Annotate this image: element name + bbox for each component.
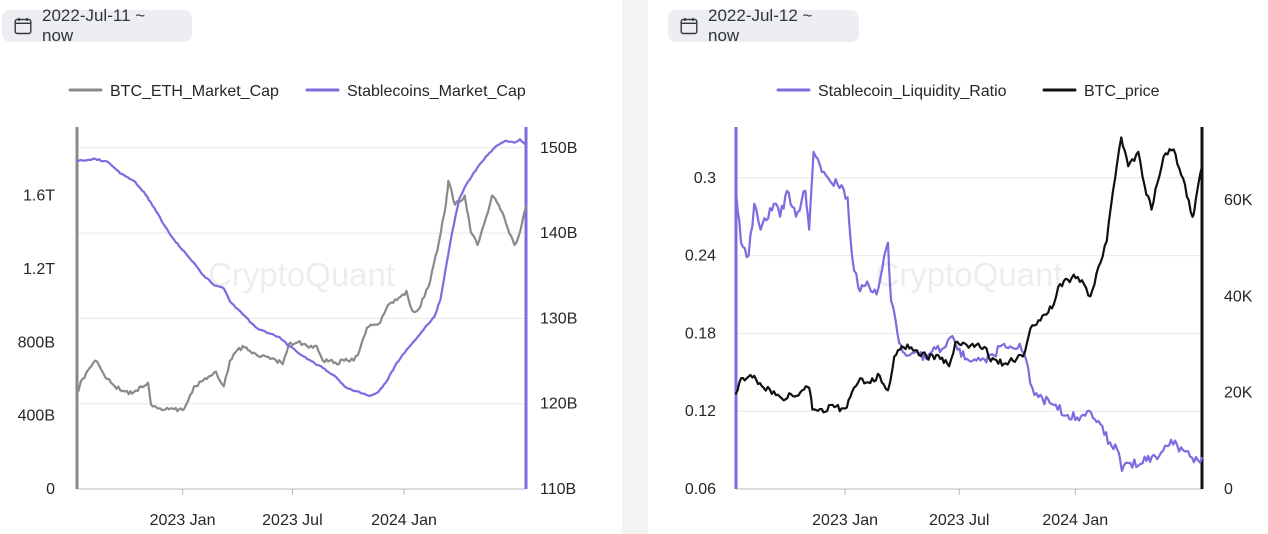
liquidity-left-tick-3: 0.24 [685,248,716,265]
market-cap-left-tick-2: 800B [18,334,55,351]
date-range-button-market-cap[interactable]: 2022-Jul-11 ~ now [2,6,192,45]
market-cap-series-BTC_ETH_Market_Cap [75,179,528,413]
calendar-icon [14,17,32,35]
liquidity-gridlines [736,177,1202,490]
liquidity-series-BTC_price [734,136,1204,414]
market-cap-legend-item-0[interactable]: BTC_ETH_Market_Cap [68,83,279,100]
liquidity-legend: Stablecoin_Liquidity_Ratio BTC_price [776,83,1160,100]
market-cap-series-Stablecoins_Market_Cap [75,138,528,398]
liquidity-legend-label-0: Stablecoin_Liquidity_Ratio [818,83,1007,100]
market-cap-right-tick-3: 140B [540,225,577,242]
market-cap-right-tick-4: 150B [540,140,577,157]
liquidity-x-tick-0: 2023 Jan [812,512,878,529]
liquidity-right-tick-0: 0 [1224,481,1233,498]
market-cap-legend: BTC_ETH_Market_Cap Stablecoins_Market_Cap [68,83,526,100]
chart-panel-market-cap: 2022-Jul-11 ~ now CryptoQuant 0 400B 800B 1.… [0,0,622,534]
liquidity-left-tick-4: 0.3 [694,170,716,187]
market-cap-x-tick-0: 2023 Jan [150,512,216,529]
market-cap-right-tick-1: 120B [540,396,577,413]
date-range-button-liquidity[interactable]: 2022-Jul-12 ~ now [668,6,859,45]
market-cap-legend-item-1[interactable]: Stablecoins_Market_Cap [305,83,526,100]
date-range-label: 2022-Jul-12 ~ now [708,6,813,45]
liquidity-right-tick-1: 20K [1224,385,1253,402]
liquidity-left-tick-2: 0.18 [685,325,716,342]
chart-panel-liquidity: 2022-Jul-12 ~ now CryptoQuant 0.06 0.12 0.1… [648,0,1268,534]
market-cap-chart: CryptoQuant 0 400B 800B 1.2T 1.6T 110B 120B 130B… [18,83,578,529]
market-cap-x-tick-1: 2023 Jul [262,512,323,529]
market-cap-right-tick-2: 130B [540,310,577,327]
liquidity-right-tick-3: 60K [1224,192,1253,209]
liquidity-left-tick-0: 0.06 [685,481,716,498]
liquidity-series-Stablecoin_Liquidity_Ratio [734,150,1204,472]
market-cap-left-tick-3: 1.2T [23,261,55,278]
market-cap-legend-label-1: Stablecoins_Market_Cap [347,83,526,100]
liquidity-right-tick-2: 40K [1224,288,1253,305]
market-cap-watermark: CryptoQuant [208,256,395,293]
market-cap-left-tick-1: 400B [18,408,55,425]
liquidity-legend-item-1[interactable]: BTC_price [1042,83,1160,100]
liquidity-x-tick-1: 2023 Jul [929,512,990,529]
liquidity-watermark: CryptoQuant [875,256,1062,293]
calendar-icon [680,17,698,35]
liquidity-chart: CryptoQuant 0.06 0.12 0.18 0.24 0.3 0 20K 40K 60K… [685,83,1253,529]
market-cap-left-tick-0: 0 [46,481,55,498]
market-cap-left-tick-4: 1.6T [23,188,55,205]
liquidity-x-tick-2: 2024 Jan [1042,512,1108,529]
market-cap-x-tick-2: 2024 Jan [371,512,437,529]
date-range-label: 2022-Jul-11 ~ now [42,6,146,45]
liquidity-legend-label-1: BTC_price [1084,83,1160,100]
liquidity-left-tick-1: 0.12 [685,403,716,420]
market-cap-right-tick-0: 110B [540,481,576,498]
liquidity-legend-item-0[interactable]: Stablecoin_Liquidity_Ratio [776,83,1007,100]
market-cap-legend-label-0: BTC_ETH_Market_Cap [110,83,279,100]
